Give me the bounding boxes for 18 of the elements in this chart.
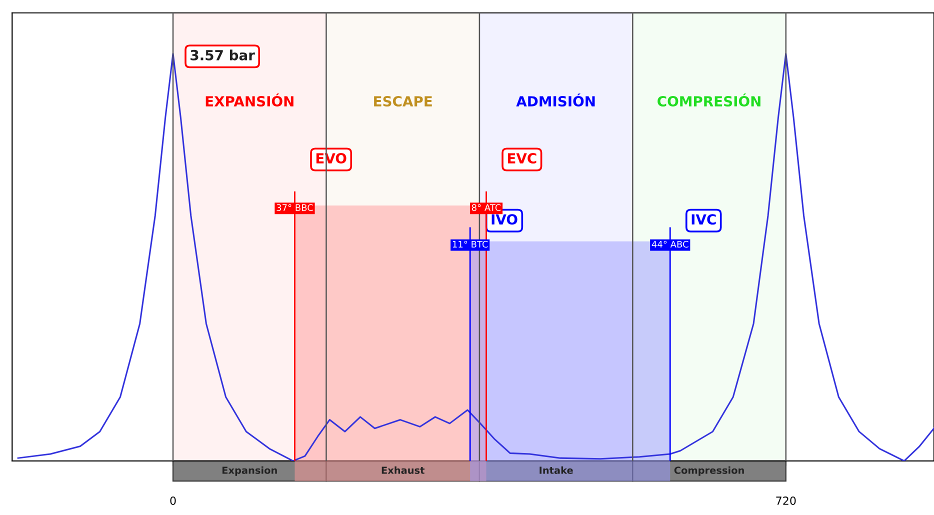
band-label: COMPRESIÓN xyxy=(658,93,760,107)
x-tick-label: 720 xyxy=(776,496,796,505)
band-label: ESCAPE xyxy=(374,96,432,107)
ref-line-label: EVC xyxy=(508,153,536,164)
text: Expansion xyxy=(222,466,277,476)
annotation: 11° BTC xyxy=(452,240,488,248)
annotation: 44° ABC xyxy=(652,240,688,248)
text: Intake xyxy=(540,466,573,474)
ref-line-label: IVC xyxy=(692,214,716,225)
annotation: 8° ATC xyxy=(472,204,501,212)
annotation: 3.57 bar xyxy=(190,50,255,60)
text: Compression xyxy=(674,466,744,476)
annotation: 37° BBC xyxy=(276,204,313,212)
band-label: EXPANSIÓN xyxy=(206,93,294,107)
text: Exhaust xyxy=(382,466,424,474)
band-label: ADMISIÓN xyxy=(516,93,595,107)
x-tick-label: 0 xyxy=(170,496,176,505)
ref-line-label: IVO xyxy=(492,214,518,225)
